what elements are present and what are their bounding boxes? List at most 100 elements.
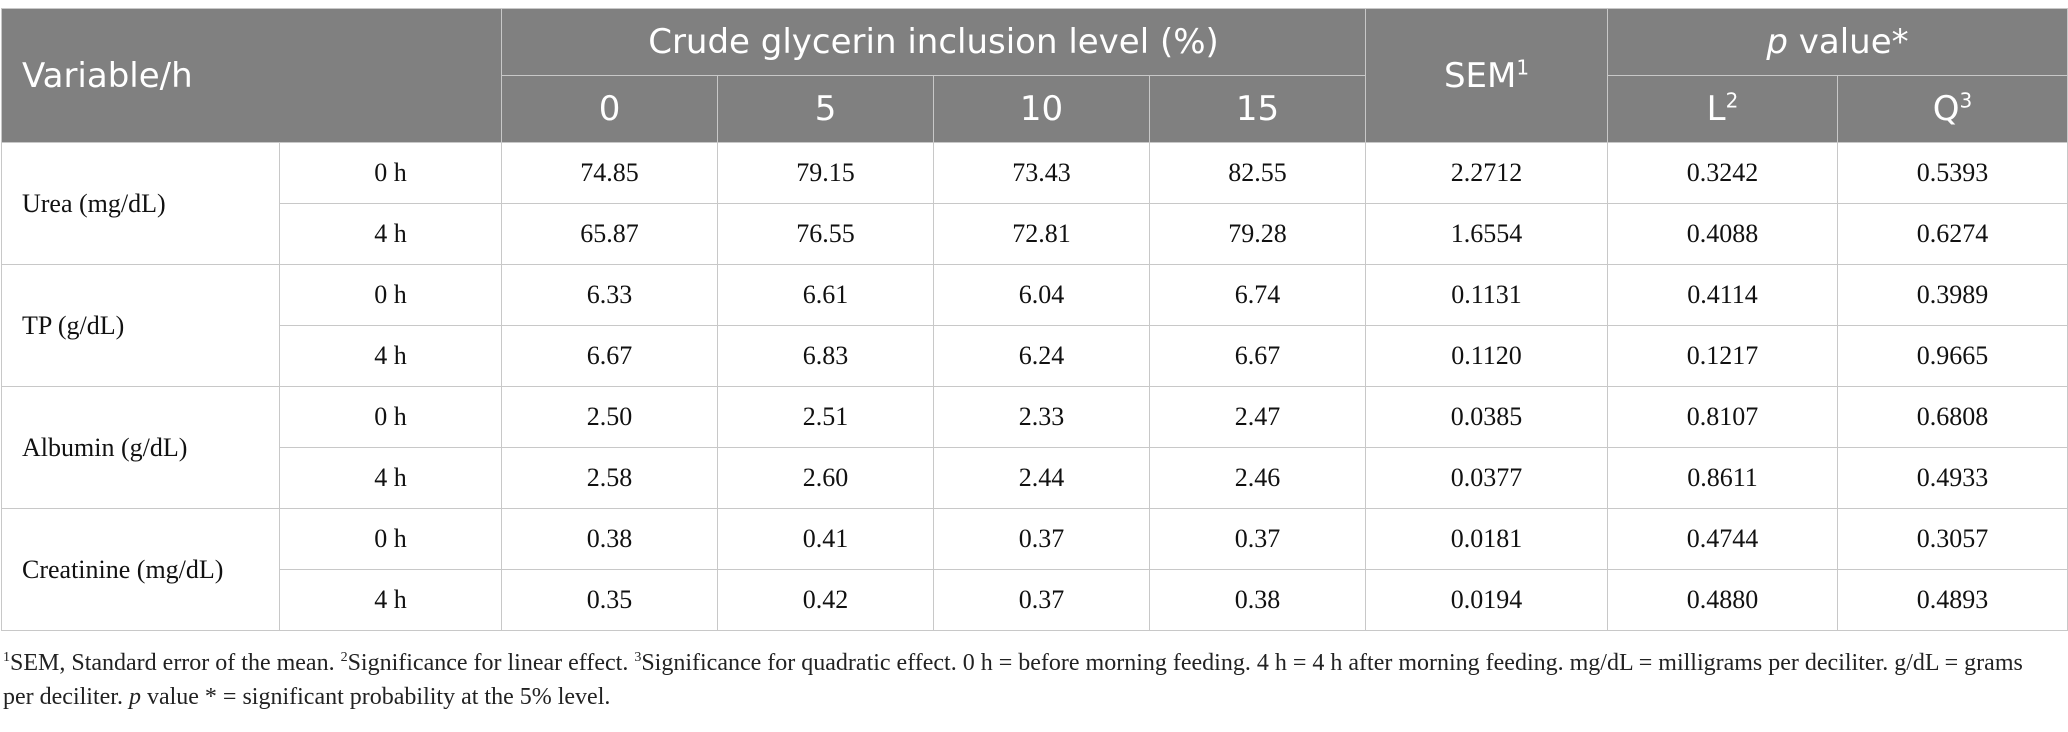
header-sem: SEM1	[1365, 8, 1609, 143]
quadratic-cell: 0.3057	[1837, 508, 2068, 570]
header-pvalue-p: p	[1766, 22, 1788, 62]
header-quadratic-sup: 3	[1959, 88, 1973, 113]
value-cell: 82.55	[1149, 142, 1367, 204]
linear-cell: 0.3242	[1607, 142, 1839, 204]
value-cell: 0.38	[1149, 569, 1367, 631]
value-cell: 6.67	[501, 325, 719, 387]
value-cell: 2.51	[717, 386, 935, 448]
value-cell: 6.33	[501, 264, 719, 326]
linear-cell: 0.4880	[1607, 569, 1839, 631]
header-sem-label: SEM	[1443, 55, 1517, 96]
header-linear: L2	[1607, 75, 1839, 143]
footnote-sup-3: 3	[634, 650, 642, 665]
linear-cell: 0.4114	[1607, 264, 1839, 326]
table-row: 4 h 2.58 2.60 2.44 2.46 0.0377 0.8611 0.…	[2, 447, 2068, 509]
table-row: Albumin (g/dL) 0 h 2.50 2.51 2.33 2.47 0…	[1, 386, 2068, 509]
time-cell: 0 h	[278, 508, 503, 570]
table-container: Variable/h Crude glycerin inclusion leve…	[0, 8, 2068, 631]
value-cell: 79.15	[717, 142, 935, 204]
sem-cell: 0.1131	[1365, 264, 1609, 326]
value-cell: 6.04	[933, 264, 1151, 326]
time-cell: 4 h	[278, 569, 503, 631]
header-quadratic: Q3	[1837, 75, 2068, 143]
header-pvalue-rest: value*	[1787, 22, 1909, 62]
time-cell: 4 h	[278, 203, 503, 265]
sem-cell: 2.2712	[1365, 142, 1609, 204]
value-cell: 79.28	[1149, 203, 1367, 265]
footnote-sup-2: 2	[340, 650, 348, 665]
value-cell: 73.43	[933, 142, 1151, 204]
header-row-1: Variable/h Crude glycerin inclusion leve…	[0, 8, 2068, 143]
linear-cell: 0.4744	[1607, 508, 1839, 570]
header-level-0: 0	[501, 75, 719, 143]
quadratic-cell: 0.4893	[1837, 569, 2068, 631]
value-cell: 2.44	[933, 447, 1151, 509]
header-row-2: 0 5 10 15 L2 Q3	[2, 75, 2068, 143]
sem-cell: 0.0377	[1365, 447, 1609, 509]
value-cell: 6.74	[1149, 264, 1367, 326]
quadratic-cell: 0.6274	[1837, 203, 2068, 265]
sem-cell: 0.1120	[1365, 325, 1609, 387]
value-cell: 74.85	[501, 142, 719, 204]
time-cell: 0 h	[278, 386, 503, 448]
linear-cell: 0.1217	[1607, 325, 1839, 387]
value-cell: 76.55	[717, 203, 935, 265]
value-cell: 2.33	[933, 386, 1151, 448]
sem-cell: 0.0194	[1365, 569, 1609, 631]
quadratic-cell: 0.9665	[1837, 325, 2068, 387]
table-row: Creatinine (mg/dL) 0 h 0.38 0.41 0.37 0.…	[1, 508, 2068, 631]
table-row: Urea (mg/dL) 0 h 74.85 79.15 73.43 82.55…	[1, 142, 2068, 265]
variable-cell: TP (g/dL)	[1, 264, 280, 387]
footnote-quadratic: Significance for quadratic effect. 0 h =…	[3, 650, 2023, 710]
footnote-p: p	[128, 684, 141, 710]
table-row: TP (g/dL) 0 h 6.33 6.61 6.04 6.74 0.1131…	[1, 264, 2068, 387]
value-cell: 72.81	[933, 203, 1151, 265]
results-table: Variable/h Crude glycerin inclusion leve…	[0, 8, 2068, 631]
table-row: 4 h 6.67 6.83 6.24 6.67 0.1120 0.1217 0.…	[2, 325, 2068, 387]
header-inclusion-level: Crude glycerin inclusion level (%)	[501, 8, 1367, 76]
value-cell: 0.42	[717, 569, 935, 631]
time-cell: 4 h	[278, 325, 503, 387]
linear-cell: 0.8611	[1607, 447, 1839, 509]
linear-cell: 0.4088	[1607, 203, 1839, 265]
quadratic-cell: 0.6808	[1837, 386, 2068, 448]
time-cell: 0 h	[278, 142, 503, 204]
value-cell: 6.24	[933, 325, 1151, 387]
header-linear-label: L	[1706, 89, 1726, 129]
header-quadratic-label: Q	[1932, 89, 1960, 129]
sem-cell: 0.0181	[1365, 508, 1609, 570]
value-cell: 6.61	[717, 264, 935, 326]
value-cell: 0.37	[933, 569, 1151, 631]
table-row: 4 h 65.87 76.55 72.81 79.28 1.6554 0.408…	[2, 203, 2068, 265]
variable-cell: Urea (mg/dL)	[1, 142, 280, 265]
value-cell: 0.37	[933, 508, 1151, 570]
header-level-15: 15	[1149, 75, 1367, 143]
footnote-sup-1: 1	[3, 650, 10, 665]
quadratic-cell: 0.4933	[1837, 447, 2068, 509]
header-sem-sup: 1	[1516, 55, 1530, 80]
time-cell: 0 h	[278, 264, 503, 326]
header-linear-sup: 2	[1725, 88, 1739, 113]
footnote-sem: SEM, Standard error of the mean.	[10, 650, 341, 676]
header-pvalue: p value*	[1607, 8, 2068, 76]
sem-cell: 0.0385	[1365, 386, 1609, 448]
footnote-linear: Significance for linear effect.	[347, 650, 635, 676]
table-row: 4 h 0.35 0.42 0.37 0.38 0.0194 0.4880 0.…	[2, 569, 2068, 631]
variable-cell: Albumin (g/dL)	[1, 386, 280, 509]
value-cell: 2.46	[1149, 447, 1367, 509]
value-cell: 2.50	[501, 386, 719, 448]
header-level-10: 10	[933, 75, 1151, 143]
value-cell: 2.60	[717, 447, 935, 509]
header-variable: Variable/h	[0, 8, 503, 143]
value-cell: 0.37	[1149, 508, 1367, 570]
table-footnote: 1SEM, Standard error of the mean. 2Signi…	[3, 646, 2053, 714]
value-cell: 0.41	[717, 508, 935, 570]
quadratic-cell: 0.5393	[1837, 142, 2068, 204]
linear-cell: 0.8107	[1607, 386, 1839, 448]
value-cell: 6.83	[717, 325, 935, 387]
header-level-5: 5	[717, 75, 935, 143]
value-cell: 2.58	[501, 447, 719, 509]
time-cell: 4 h	[278, 447, 503, 509]
value-cell: 2.47	[1149, 386, 1367, 448]
variable-cell: Creatinine (mg/dL)	[1, 508, 280, 631]
